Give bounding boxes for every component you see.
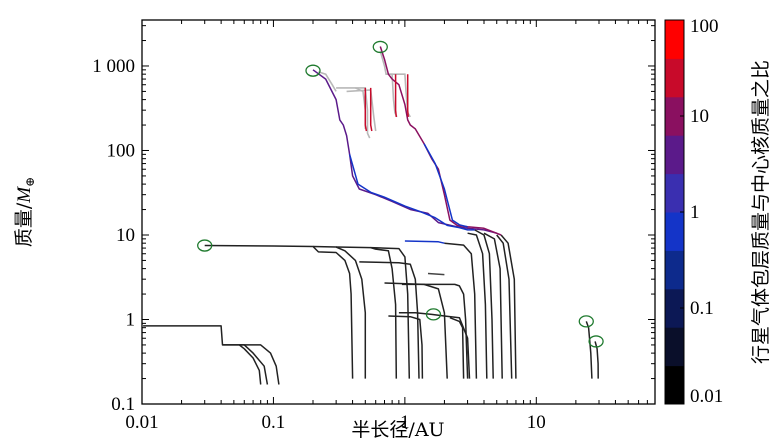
series-line-0 xyxy=(143,325,262,385)
series-line-21 xyxy=(312,69,497,234)
y-tick-label: 0.1 xyxy=(111,394,135,415)
series-line-11 xyxy=(388,315,424,379)
x-tick-label: 0.01 xyxy=(125,412,158,433)
colorbar-band xyxy=(665,288,684,328)
colorbar-tick-label: 1 xyxy=(690,202,700,223)
colorbar-tick-label: 0.01 xyxy=(690,386,723,407)
x-tick-label: 1 xyxy=(400,412,410,433)
series-line-13 xyxy=(427,272,445,276)
series-line-19 xyxy=(496,234,513,379)
series-line-26 xyxy=(406,74,409,117)
y-axis-title: 质量/M⊕ xyxy=(13,177,37,247)
series-line-15 xyxy=(444,242,478,379)
colorbar-tick-label: 10 xyxy=(690,106,709,127)
gray-track-5 xyxy=(318,71,337,92)
colorbar-band xyxy=(665,327,684,367)
colorbar-band xyxy=(665,96,684,136)
y-tick-label: 100 xyxy=(107,140,136,161)
svg-text:质量/M⊕: 质量/M⊕ xyxy=(13,177,37,247)
x-tick-label: 0.1 xyxy=(262,412,286,433)
colorbar-axis: 0.01 0.1 1 10 100 xyxy=(680,16,723,407)
y-tick-label: 1 xyxy=(126,309,136,330)
series-line-3 xyxy=(204,244,354,379)
colorbar-band xyxy=(665,250,684,290)
start-marker-1 xyxy=(305,64,321,77)
start-marker-2 xyxy=(372,40,388,54)
start-marker-4 xyxy=(578,315,594,328)
series-line-24 xyxy=(369,87,373,132)
series-line-30 xyxy=(594,341,599,379)
series-line-20 xyxy=(500,234,517,379)
start-marker-5 xyxy=(588,335,604,348)
y-axis-title-subscript: ⊕ xyxy=(23,177,37,187)
start-marker-3 xyxy=(425,308,442,321)
series-line-16 xyxy=(467,232,488,379)
series-line-9 xyxy=(401,283,469,379)
colorbar xyxy=(664,19,685,405)
series-line-10 xyxy=(398,312,471,379)
x-axis: 0.01 0.1 1 10 xyxy=(125,20,656,433)
colorbar-title-text: 行星气体包层质量与中心核质量之比 xyxy=(750,60,772,364)
gray-track-3 xyxy=(379,50,398,118)
colorbar-band xyxy=(665,135,684,175)
x-tick-label: 10 xyxy=(527,412,546,433)
colorbar-band xyxy=(665,20,684,59)
colorbar-band xyxy=(665,212,684,251)
colorbar-band xyxy=(665,58,684,98)
series-lines xyxy=(143,46,599,385)
plot-frame xyxy=(141,19,656,405)
start-markers xyxy=(197,40,604,348)
series-line-2 xyxy=(239,344,280,385)
y-tick-label: 10 xyxy=(116,225,135,246)
y-tick-label: 1 000 xyxy=(92,56,135,77)
y-axis-title-symbol: M xyxy=(14,186,35,204)
gray-track-2 xyxy=(355,87,367,129)
series-line-22 xyxy=(379,46,502,236)
gray-track-1 xyxy=(346,89,377,132)
x-axis-title: 半长径/AU xyxy=(351,419,444,441)
start-marker-0 xyxy=(197,239,213,252)
gray-track-lines xyxy=(318,50,411,139)
series-line-25 xyxy=(394,74,398,117)
series-line-18 xyxy=(483,232,503,379)
series-line-12 xyxy=(449,317,465,379)
series-line-28 xyxy=(423,143,468,228)
series-line-29 xyxy=(585,321,593,379)
series-line-7 xyxy=(359,261,420,379)
colorbar-band xyxy=(665,365,684,405)
series-line-1 xyxy=(222,344,269,385)
series-line-23 xyxy=(364,87,368,132)
series-line-17 xyxy=(474,229,494,379)
series-line-27 xyxy=(348,154,475,231)
y-axis-title-text: 质量/ xyxy=(13,202,35,247)
series-line-14 xyxy=(404,240,445,244)
y-axis: 0.1 1 10 100 1 000 xyxy=(92,25,655,415)
colorbar-title: 行星气体包层质量与中心核质量之比 xyxy=(750,60,772,364)
colorbar-tick-label: 100 xyxy=(690,16,719,37)
series-line-6 xyxy=(370,246,411,379)
series-line-4 xyxy=(312,245,367,379)
colorbar-band xyxy=(665,173,684,213)
series-line-5 xyxy=(336,246,398,379)
colorbar-tick-label: 0.1 xyxy=(690,298,714,319)
